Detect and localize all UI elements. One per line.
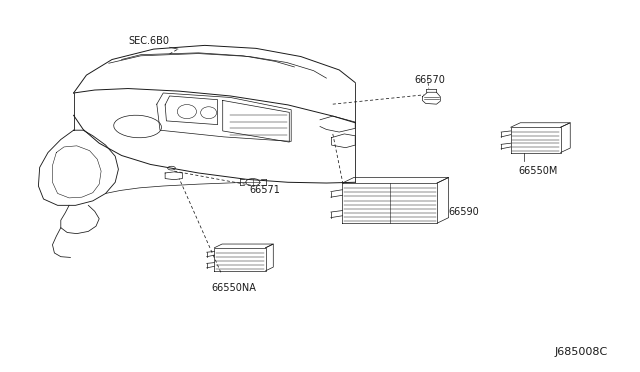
Text: 66590: 66590 <box>448 207 479 217</box>
Text: 66550NA: 66550NA <box>211 283 256 293</box>
Text: 66570: 66570 <box>415 75 445 85</box>
Text: 66550M: 66550M <box>518 166 558 176</box>
Text: J685008C: J685008C <box>555 347 608 357</box>
Text: 66571: 66571 <box>250 185 280 195</box>
Text: SEC.6B0: SEC.6B0 <box>128 36 169 46</box>
